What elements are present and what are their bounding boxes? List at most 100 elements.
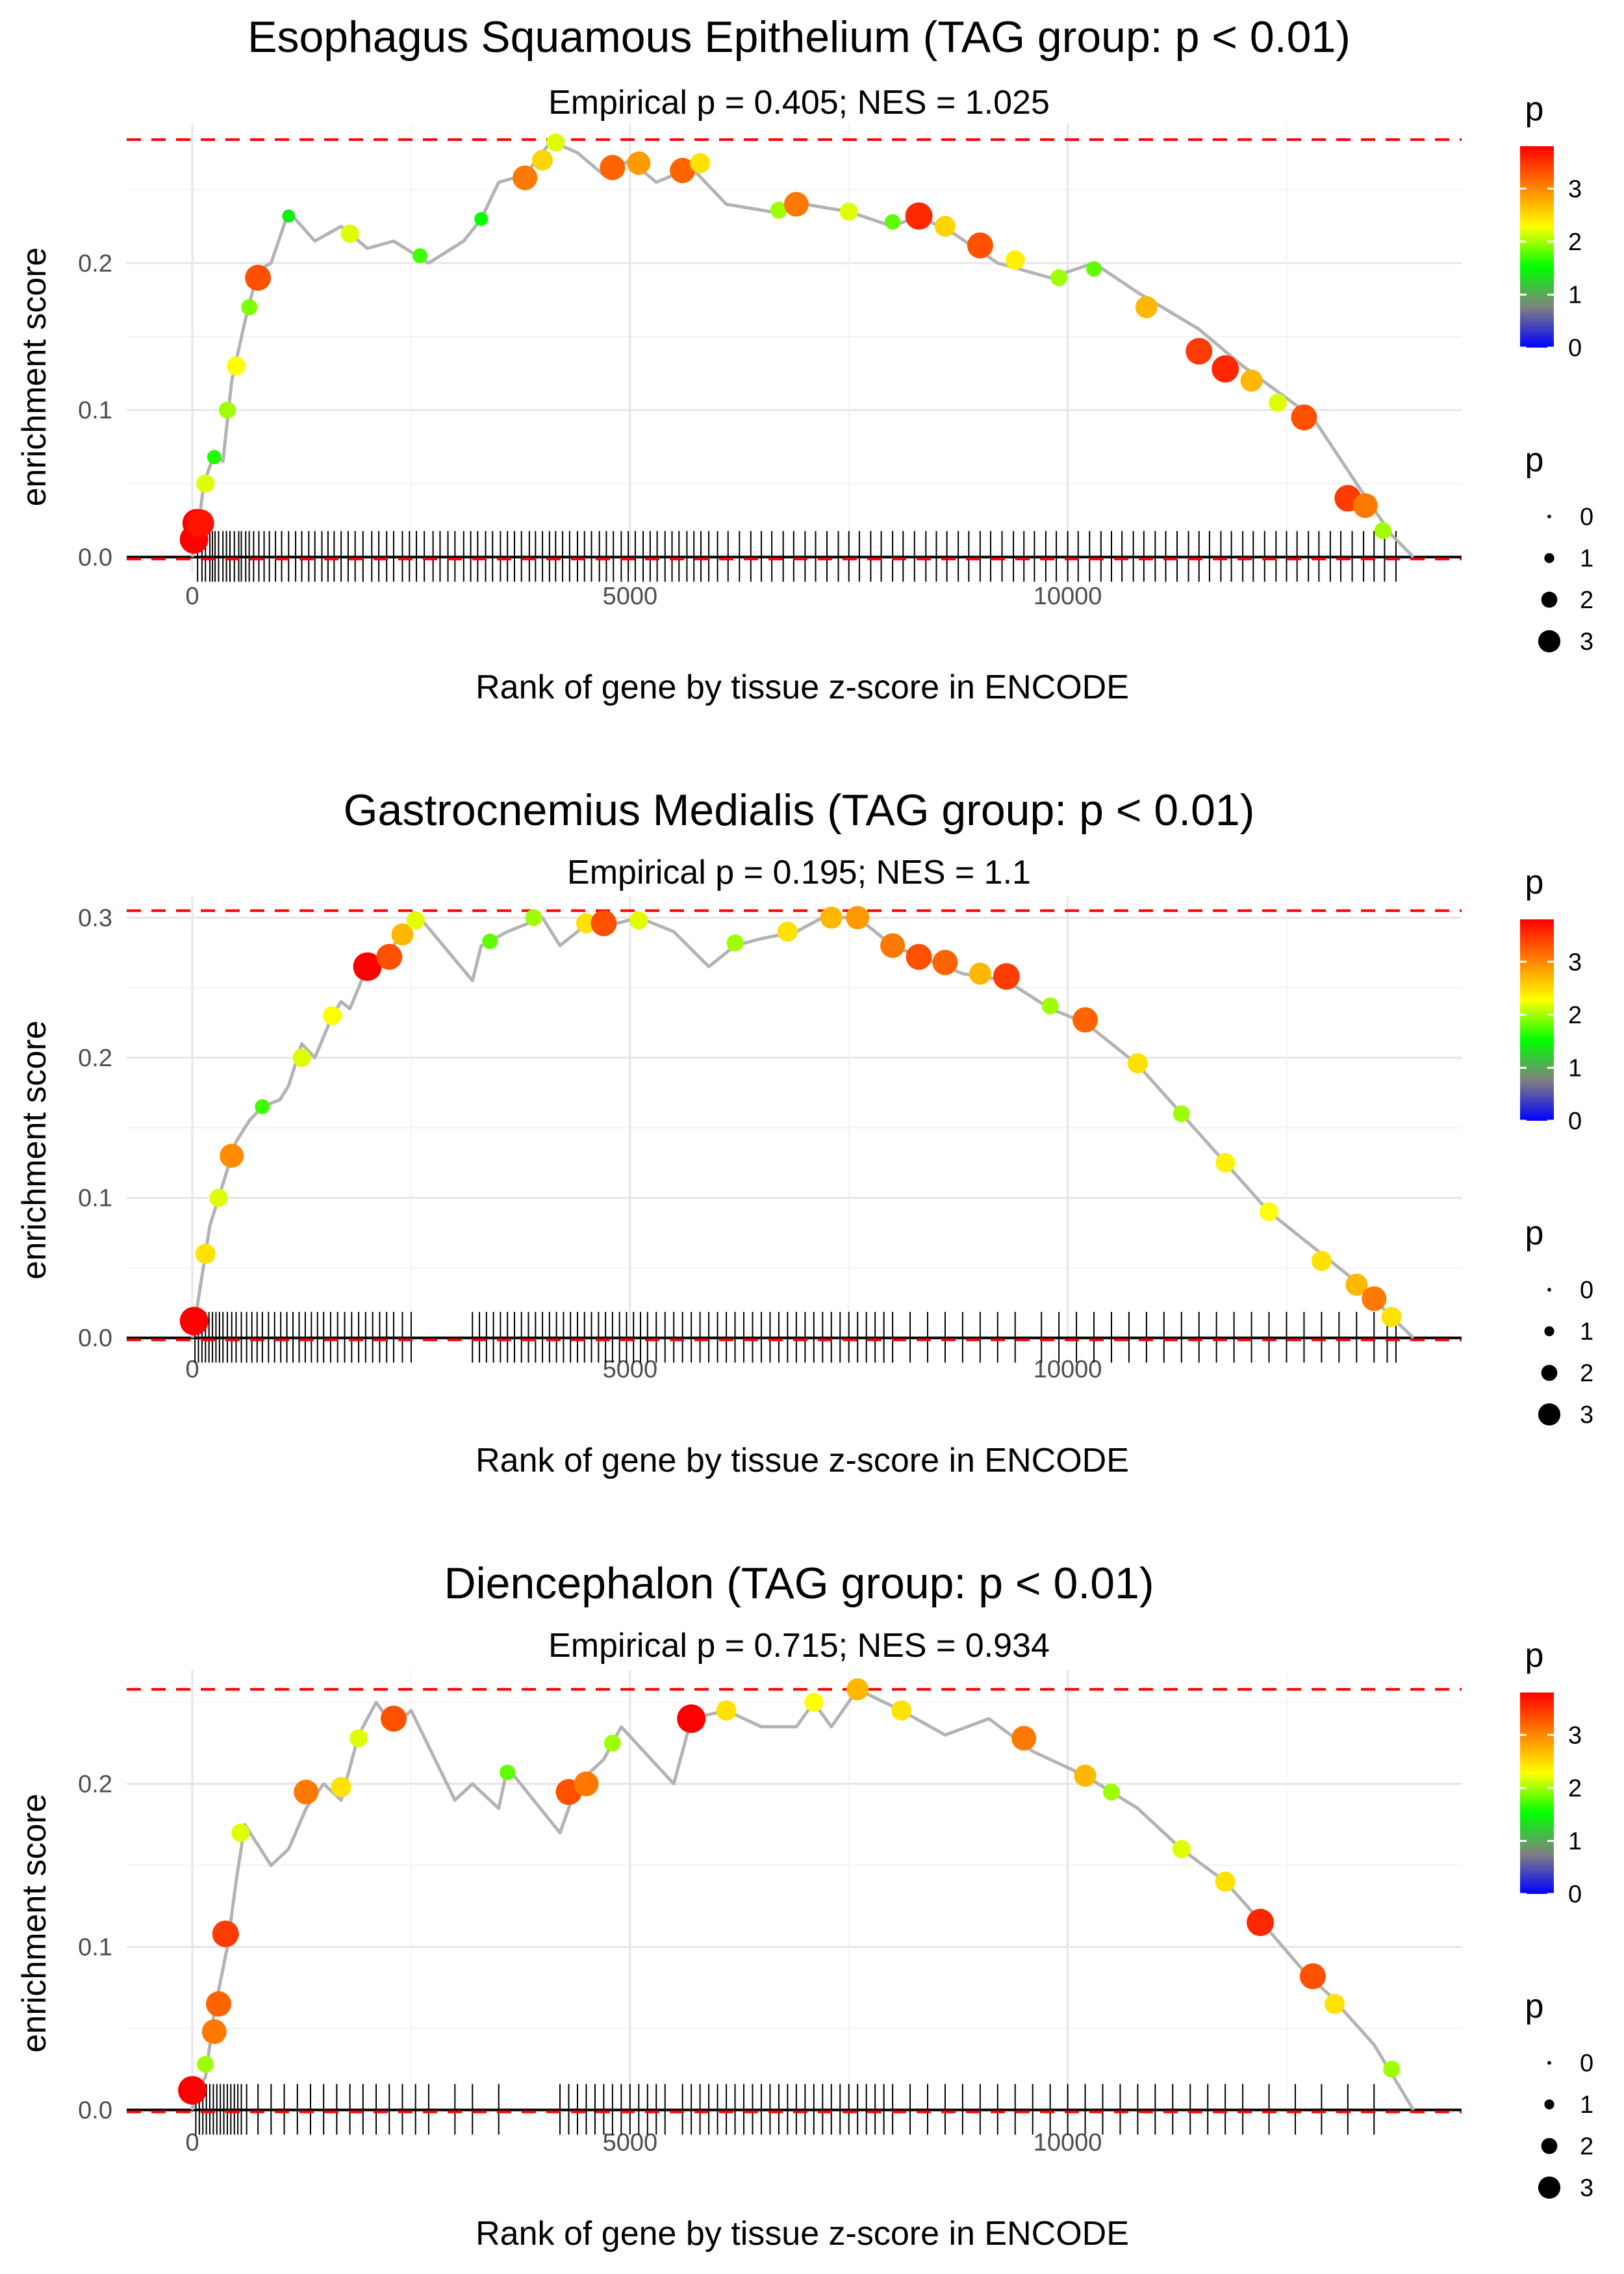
legend: p p 0 1 2 3 0 1 2 3: [1520, 90, 1593, 656]
panel-esophagus: Esophagus Squamous Epithelium (TAG group…: [16, 12, 1593, 706]
hit-point: [292, 1048, 311, 1067]
panel-title: Gastrocnemius Medialis (TAG group: p < 0…: [344, 786, 1255, 835]
size-legend-label: 0: [1580, 2050, 1593, 2077]
panel-subtitle: Empirical p = 0.195; NES = 1.1: [567, 854, 1031, 891]
hit-point: [412, 248, 427, 264]
hit-point: [525, 909, 542, 926]
hit-point: [474, 212, 488, 226]
hit-point: [1212, 355, 1239, 383]
colorbar-tick-label: 2: [1568, 1002, 1582, 1029]
hit-point: [1247, 1908, 1275, 1936]
size-legend-dot: [1547, 2061, 1551, 2065]
colorbar-tick-label: 0: [1568, 1108, 1582, 1135]
y-tick-label: 0.2: [78, 1045, 112, 1072]
x-axis-label: Rank of gene by tissue z-score in ENCODE: [476, 669, 1129, 706]
hit-point: [677, 1704, 706, 1733]
colorbar-tick-label: 0: [1568, 1881, 1582, 1908]
plot-area: 0.00.10.20 5000 10000: [78, 1670, 1462, 2156]
y-axis-label: enrichment score: [16, 1021, 53, 1280]
hit-point: [1345, 1273, 1368, 1296]
hit-point: [1172, 1840, 1191, 1858]
legend: p p 0 1 2 3 0 1 2 3: [1520, 863, 1593, 1429]
hit-point: [1381, 1307, 1402, 1327]
hit-point: [1041, 997, 1059, 1015]
hit-point: [353, 952, 382, 981]
y-tick-label: 0.1: [78, 397, 112, 424]
hit-point: [1269, 393, 1288, 412]
panel-subtitle: Empirical p = 0.715; NES = 0.934: [548, 1627, 1050, 1665]
y-tick-label: 0.3: [78, 904, 112, 932]
size-legend-dot: [1544, 2099, 1554, 2110]
colorbar-tick-label: 2: [1568, 1775, 1582, 1802]
x-axis-label: Rank of gene by tissue z-score in ENCODE: [476, 2215, 1129, 2253]
hit-point: [1311, 1251, 1332, 1271]
hit-point: [1374, 522, 1391, 539]
hit-point: [209, 1188, 228, 1207]
hit-point: [220, 1143, 244, 1168]
hit-point: [226, 356, 246, 376]
size-legend-label: 3: [1580, 2175, 1593, 2202]
hit-point: [1325, 1993, 1345, 2014]
hit-point: [212, 1920, 239, 1947]
hit-point: [1005, 250, 1025, 270]
hit-point: [1102, 1783, 1120, 1801]
x-tick-label: 5000: [603, 583, 658, 610]
hit-point: [804, 1693, 824, 1712]
colorbar-tick-label: 1: [1568, 1054, 1582, 1082]
colorbar-tick-label: 1: [1568, 281, 1582, 309]
colorbar-tick-label: 3: [1568, 175, 1582, 203]
panel-diencephalon: Diencephalon (TAG group: p < 0.01) Empir…: [16, 1559, 1593, 2253]
hit-point: [195, 1244, 216, 1264]
hit-point: [627, 151, 651, 175]
hit-point: [726, 934, 744, 952]
size-legend-dot: [1547, 1288, 1551, 1292]
enrichment-line: [190, 915, 1415, 1340]
colorbar: [1520, 1693, 1554, 1894]
size-legend-dot: [1538, 2176, 1561, 2199]
hit-point: [670, 157, 696, 183]
hit-point: [381, 1706, 407, 1732]
hit-point: [178, 2076, 207, 2105]
y-tick-label: 0.0: [78, 544, 112, 571]
hit-point: [1215, 1153, 1236, 1173]
colorbar: [1520, 919, 1554, 1121]
hit-point: [629, 911, 648, 930]
size-legend-dot: [1538, 1403, 1561, 1426]
hit-point: [282, 209, 296, 223]
hit-point: [1086, 261, 1102, 277]
size-legend-label: 0: [1580, 504, 1593, 531]
enrichment-line: [190, 1687, 1415, 2111]
hit-point: [1291, 404, 1317, 431]
hit-point: [932, 949, 958, 975]
y-tick-label: 0.2: [78, 250, 112, 277]
hit-point: [770, 201, 787, 219]
hit-point: [885, 214, 901, 230]
hit-point: [179, 1307, 209, 1336]
hit-point: [1186, 338, 1213, 365]
size-legend-dot: [1541, 591, 1558, 608]
color-legend-title: p: [1525, 90, 1544, 128]
hit-point: [406, 911, 425, 930]
hit-point: [1135, 296, 1158, 318]
hit-point: [218, 402, 236, 419]
colorbar-tick-label: 2: [1568, 229, 1582, 256]
hit-point: [880, 933, 906, 958]
colorbar: [1520, 146, 1554, 348]
hit-point: [839, 202, 858, 221]
panel-subtitle: Empirical p = 0.405; NES = 1.025: [548, 84, 1050, 121]
hit-point: [967, 232, 993, 259]
size-legend-dot: [1538, 630, 1561, 653]
hit-point: [846, 906, 870, 930]
x-tick-label: 5000: [603, 1356, 658, 1383]
hit-point: [1011, 1726, 1037, 1751]
y-tick-label: 0.1: [78, 1934, 112, 1961]
color-legend-title: p: [1525, 863, 1544, 901]
hit-point: [196, 474, 215, 493]
hit-point: [783, 192, 809, 217]
y-tick-label: 0.0: [78, 2097, 112, 2124]
panel-gastrocnemius: Gastrocnemius Medialis (TAG group: p < 0…: [16, 786, 1593, 1479]
hit-point: [777, 921, 798, 942]
hit-point: [590, 910, 617, 936]
hit-point: [1383, 2060, 1401, 2078]
